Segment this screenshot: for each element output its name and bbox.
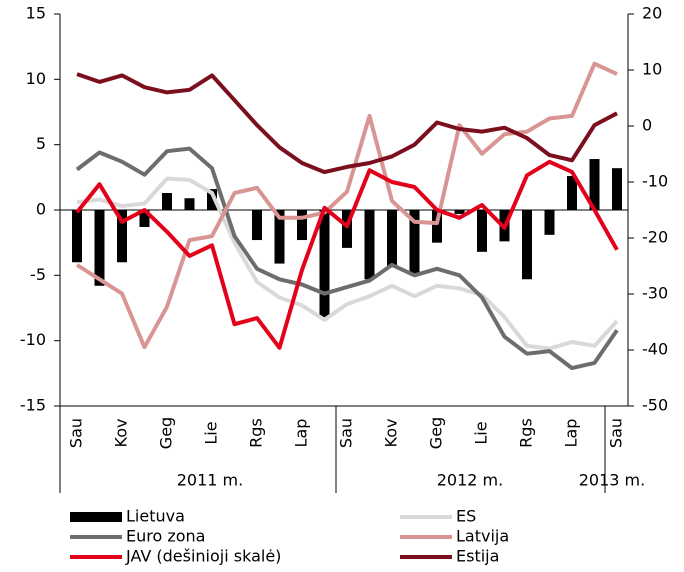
bar	[297, 210, 307, 241]
bar	[252, 210, 262, 241]
x-tick-label: Lie	[202, 421, 221, 444]
y2-tick-label: -10	[642, 172, 668, 191]
year-label: 2012 m.	[437, 471, 503, 490]
bar	[139, 210, 150, 227]
line	[76, 72, 618, 175]
legend-label: Estija	[456, 547, 499, 566]
bar	[477, 210, 487, 252]
bar	[589, 159, 600, 210]
bar	[184, 198, 195, 210]
bar	[117, 210, 127, 263]
bar	[94, 210, 105, 286]
legend-swatch	[70, 512, 122, 522]
y-tick-label: 10	[26, 69, 46, 88]
x-tick-label: Kov	[112, 419, 131, 448]
bar	[364, 210, 375, 280]
line	[75, 61, 618, 350]
bar	[319, 210, 330, 318]
y2-tick-label: 10	[642, 60, 662, 79]
x-tick-label: Lap	[562, 419, 581, 448]
x-tick-label: Geg	[427, 417, 446, 449]
x-tick-label: Geg	[157, 417, 176, 449]
y-tick-label: 5	[36, 134, 46, 153]
legend-label: Lietuva	[126, 507, 185, 526]
year-label: 2011 m.	[177, 471, 243, 490]
legend-label: JAV (dešinioji skalė)	[125, 547, 281, 566]
y2-tick-label: -50	[642, 396, 668, 415]
x-tick-label: Lie	[472, 421, 491, 444]
bar	[342, 210, 352, 248]
bar	[612, 168, 622, 210]
x-tick-label: Rgs	[247, 418, 266, 448]
bar	[454, 210, 465, 214]
year-label: 2013 m.	[579, 471, 645, 490]
y-tick-label: 15	[26, 4, 46, 23]
line	[75, 146, 619, 371]
y2-tick-label: 0	[642, 116, 652, 135]
bar	[207, 189, 217, 210]
bar	[274, 210, 285, 264]
y-tick-label: -5	[30, 265, 46, 284]
bar	[409, 210, 420, 276]
bar	[72, 210, 82, 263]
x-tick-label: Sau	[337, 418, 356, 448]
bar	[567, 176, 577, 210]
x-tick-label: Sau	[67, 418, 86, 448]
line	[75, 159, 619, 350]
y2-tick-label: -30	[642, 284, 668, 303]
legend-label: Latvija	[456, 527, 509, 546]
y2-tick-label: 20	[642, 4, 662, 23]
y2-tick-label: -20	[642, 228, 668, 247]
bar	[162, 193, 172, 210]
legend-label: ES	[456, 507, 476, 526]
y-tick-label: -15	[20, 396, 46, 415]
bar	[432, 210, 442, 243]
y-tick-label: 0	[36, 200, 46, 219]
bar	[387, 210, 397, 267]
x-tick-label: Lap	[292, 419, 311, 448]
legend-label: Euro zona	[126, 527, 205, 546]
x-tick-label: Sau	[607, 418, 626, 448]
y2-tick-label: -40	[642, 340, 668, 359]
bar	[544, 210, 555, 235]
bar	[522, 210, 532, 280]
x-tick-label: Rgs	[517, 418, 536, 448]
line	[76, 176, 619, 351]
x-tick-label: Kov	[382, 419, 401, 448]
y-tick-label: -10	[20, 330, 46, 349]
